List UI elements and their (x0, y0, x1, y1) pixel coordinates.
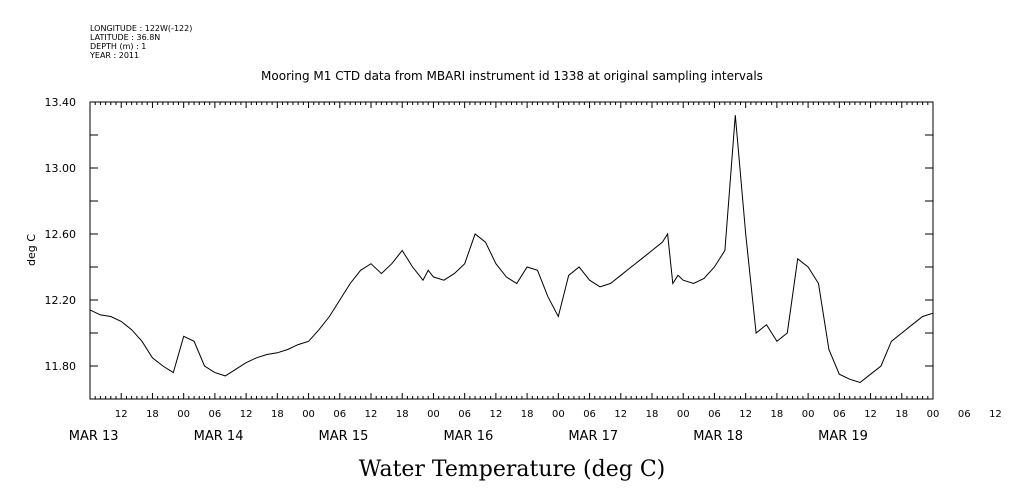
x-hour-label: 12 (739, 409, 752, 420)
y-tick-label: 12.60 (45, 228, 77, 241)
meta-longitude: LONGITUDE : 122W(-122) (90, 24, 192, 33)
x-hour-label: 12 (614, 409, 627, 420)
x-axis-label: Water Temperature (deg C) (359, 457, 666, 482)
x-axis-ticks: 12 18 00 06 12 18 00 06 12 18 00 06 12 18 00 06 12 18 00 06… (69, 102, 1002, 444)
x-hour-label: 00 (302, 409, 315, 420)
x-hour-label: 12 (490, 409, 503, 420)
x-hour-label: 18 (646, 409, 659, 420)
x-hour-label: 06 (209, 409, 222, 420)
y-axis-label: deg C (25, 234, 38, 266)
series-layer (89, 115, 934, 384)
x-hour-label: 18 (396, 409, 409, 420)
x-hour-label: 12 (240, 409, 253, 420)
x-hour-label: 00 (677, 409, 690, 420)
y-tick-label: 12.20 (45, 294, 77, 307)
x-hour-label: 06 (333, 409, 346, 420)
x-day-label: MAR 16 (443, 429, 493, 444)
x-day-label: MAR 13 (69, 429, 119, 444)
x-hour-label: 18 (895, 409, 908, 420)
x-hour-label: 18 (771, 409, 784, 420)
x-hour-label: 12 (864, 409, 877, 420)
x-hour-label: 00 (552, 409, 565, 420)
x-day-label: MAR 15 (319, 429, 369, 444)
x-hour-label: 12 (365, 409, 378, 420)
y-tick-label: 13.40 (45, 96, 77, 109)
x-hour-label: 12 (115, 409, 128, 420)
y-axis-ticks: 13.40 13.00 12.60 12.20 11.80 (45, 96, 933, 400)
x-hour-label: 12 (989, 409, 1002, 420)
x-hour-label: 00 (802, 409, 815, 420)
x-hour-label: 06 (583, 409, 596, 420)
meta-depth: DEPTH (m) : 1 (90, 42, 146, 51)
x-hour-label: 18 (521, 409, 534, 420)
meta-latitude: LATITUDE : 36.8N (90, 33, 160, 42)
chart-title: Mooring M1 CTD data from MBARI instrumen… (261, 69, 763, 83)
x-day-label: MAR 19 (818, 429, 868, 444)
x-hour-label: 06 (708, 409, 721, 420)
y-tick-label: 13.00 (45, 162, 77, 175)
plot-frame (89, 101, 934, 400)
meta-year: YEAR : 2011 (89, 51, 139, 60)
x-hour-label: 06 (833, 409, 846, 420)
x-day-label: MAR 14 (194, 429, 244, 444)
x-day-label: MAR 18 (693, 429, 743, 444)
x-hour-label: 06 (958, 409, 971, 420)
x-hour-label: 18 (271, 409, 284, 420)
x-day-label: MAR 17 (568, 429, 618, 444)
x-hour-label: 18 (146, 409, 159, 420)
y-tick-label: 11.80 (45, 360, 77, 373)
x-hour-label: 06 (458, 409, 471, 420)
series-line (89, 115, 934, 384)
x-hour-label: 00 (177, 409, 190, 420)
x-hour-label: 00 (427, 409, 440, 420)
x-hour-label: 00 (927, 409, 940, 420)
